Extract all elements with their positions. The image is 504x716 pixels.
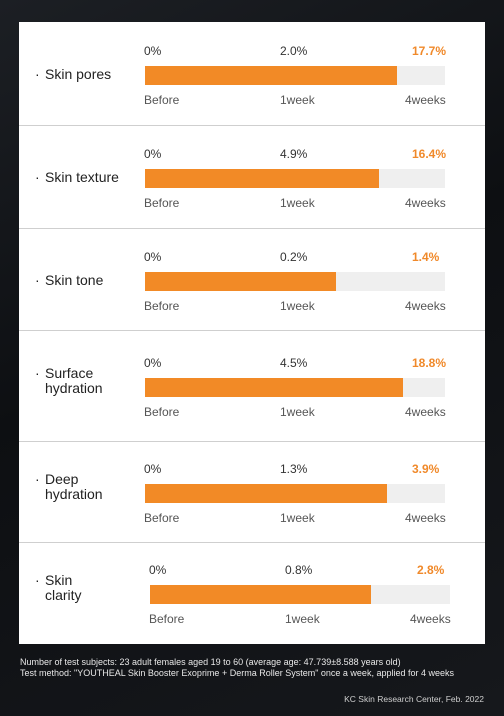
metric-label-text: Skin clarity [45,572,82,603]
metric-label: · Surface hydration [35,366,103,396]
value-1week: 2.0% [280,44,308,58]
metric-row: · Skin tone 0% 0.2% 1.4% Before 1week 4weeks [19,229,485,331]
metric-label: · Skin tone [35,273,103,288]
bar-fill [150,585,371,604]
metric-row: · Surface hydration 0% 4.5% 18.8% Before 1week… [19,331,485,442]
time-tick-label: 4weeks [405,93,446,107]
time-tick-label: 4weeks [405,511,446,525]
time-tick-label: 4weeks [405,405,446,419]
time-tick-label: 4weeks [405,299,446,313]
value-before: 0% [144,462,162,476]
bar-fill [145,484,387,503]
bar-fill [145,66,397,85]
metric-row: · Deep hydration 0% 1.3% 3.9% Before 1week 4wee… [19,442,485,543]
study-notes: Number of test subjects: 23 adult female… [20,657,490,679]
value-1week: 1.3% [280,462,308,476]
metric-label: · Skin clarity [35,573,82,603]
time-tick-label: 1week [280,511,315,525]
value-4weeks: 17.7% [412,44,447,58]
bar-fill [145,169,379,188]
metric-label-text: Skin tone [45,272,104,288]
metric-row: · Skin pores 0% 2.0% 17.7% Before 1week 4weeks [19,22,485,126]
method-note: Test method: "YOUTHEAL Skin Booster Exop… [20,668,454,678]
bullet-icon: · [35,169,40,185]
time-tick-label: 1week [285,612,320,626]
value-1week: 0.2% [280,250,308,264]
value-before: 0% [149,563,167,577]
subjects-note: Number of test subjects: 23 adult female… [20,657,401,667]
time-tick-label: 4weeks [410,612,451,626]
value-1week: 4.9% [280,147,308,161]
metric-label: · Skin texture [35,170,119,185]
time-tick-label: 1week [280,196,315,210]
metric-row: · Skin clarity 0% 0.8% 2.8% Before 1week 4weeks [19,543,485,644]
value-1week: 0.8% [285,563,313,577]
bar-track [145,66,445,85]
value-before: 0% [144,356,162,370]
time-tick-label: Before [144,511,180,525]
time-tick-label: Before [144,405,180,419]
bar-track [145,484,445,503]
bar-fill [145,378,403,397]
value-4weeks: 1.4% [412,250,440,264]
bar-track [145,378,445,397]
metric-label-text: Surface hydration [45,365,103,396]
bullet-icon: · [35,572,40,588]
value-1week: 4.5% [280,356,308,370]
bullet-icon: · [35,272,40,288]
metric-label: · Skin pores [35,67,111,82]
bar-track [145,169,445,188]
metric-label: · Deep hydration [35,472,103,502]
value-4weeks: 2.8% [417,563,445,577]
metric-label-text: Skin pores [45,66,112,82]
value-before: 0% [144,44,162,58]
value-4weeks: 3.9% [412,462,440,476]
time-tick-label: Before [144,299,180,313]
results-panel: · Skin pores 0% 2.0% 17.7% Before 1week 4weeks ·… [19,22,485,644]
value-4weeks: 16.4% [412,147,447,161]
bullet-icon: · [35,365,40,381]
time-tick-label: 1week [280,93,315,107]
value-4weeks: 18.8% [412,356,447,370]
time-tick-label: Before [149,612,185,626]
bullet-icon: · [35,66,40,82]
value-before: 0% [144,250,162,264]
bar-track [145,272,445,291]
time-tick-label: 4weeks [405,196,446,210]
bar-track [150,585,450,604]
time-tick-label: Before [144,93,180,107]
metric-label-text: Deep hydration [45,471,103,502]
bullet-icon: · [35,471,40,487]
time-tick-label: 1week [280,405,315,419]
metric-row: · Skin texture 0% 4.9% 16.4% Before 1week 4week… [19,126,485,229]
value-before: 0% [144,147,162,161]
time-tick-label: 1week [280,299,315,313]
time-tick-label: Before [144,196,180,210]
metric-label-text: Skin texture [45,169,119,185]
source-credit: KC Skin Research Center, Feb. 2022 [344,694,484,704]
bar-fill [145,272,336,291]
